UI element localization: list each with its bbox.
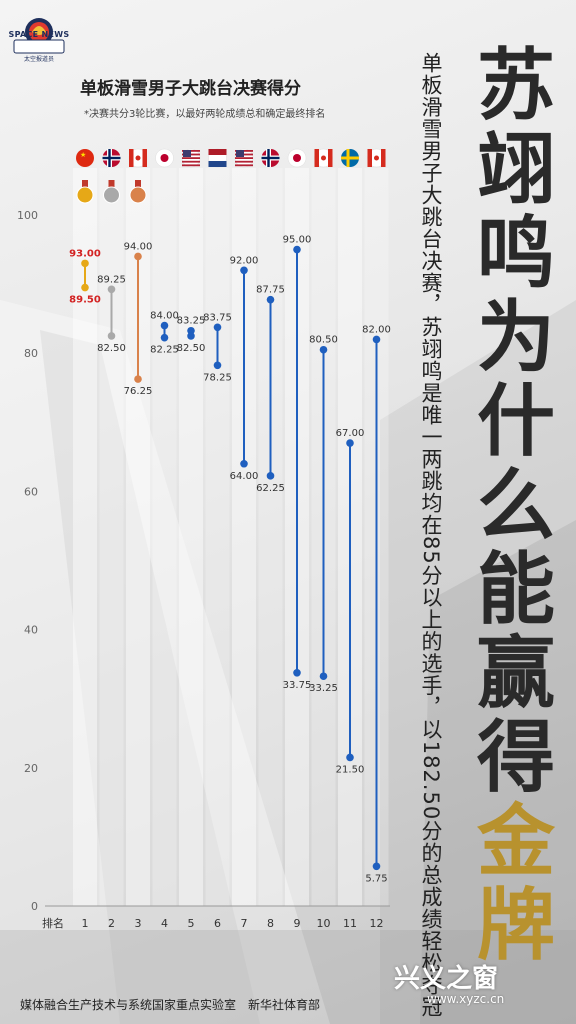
low-score-point [372,862,381,871]
high-score-label: 83.75 [203,312,232,323]
low-score-label: 78.25 [203,372,232,383]
high-score-point [372,335,381,344]
column-band [258,168,283,906]
headline: 苏翊鸣为什么能赢得金牌 [466,44,566,968]
chart-title: 单板滑雪男子大跳台决赛得分 [80,79,301,99]
x-tick-label: 8 [267,917,274,930]
high-score-point [81,259,89,268]
high-score-point [319,345,328,354]
high-score-label: 92.00 [230,255,259,266]
y-tick-label: 80 [24,347,38,360]
low-score-point [293,668,301,677]
high-score-point [240,266,248,275]
watermark-logo: 兴义之窗 [394,964,499,994]
low-score-label: 89.50 [69,295,101,306]
high-score-point [134,252,142,261]
low-score-label: 21.50 [336,764,365,775]
logo-subtext: 太空报道员 [23,56,54,63]
x-tick-label: 12 [370,917,384,930]
space-news-logo [13,18,65,54]
y-tick-label: 100 [17,209,38,222]
low-score-point [134,375,142,383]
gold-medal-icon-ribbon [82,180,88,188]
low-score-label: 33.75 [283,680,312,691]
low-score-point [240,459,248,468]
x-tick-label: 10 [317,917,331,930]
high-score-label: 67.00 [336,428,365,439]
low-score-label: 64.00 [230,471,259,482]
y-tick-label: 40 [24,624,38,637]
high-score-point [266,295,275,304]
high-score-point [160,321,169,330]
high-score-label: 95.00 [283,235,312,246]
low-score-point [319,672,328,681]
low-score-point [346,753,354,762]
high-score-label: 94.00 [124,241,153,252]
low-score-label: 5.75 [365,873,387,884]
high-score-label: 89.25 [97,274,126,285]
column-band [179,168,203,906]
silver-medal-icon-ribbon [108,180,115,188]
y-tick-label: 20 [24,762,38,775]
column-band [205,168,230,906]
x-tick-label: 11 [343,917,357,930]
chart-subtitle: *决赛共分3轮比赛，以最好两轮成绩总和确定最终排名 [84,109,326,120]
headline-main: 苏翊鸣为什么能赢得 [476,40,555,803]
low-score-point [213,361,222,370]
x-tick-label: 7 [241,917,248,930]
high-score-label: 83.25 [177,316,206,327]
x-tick-label: 2 [108,917,115,930]
high-score-point [213,323,222,332]
high-score-point [293,245,301,254]
low-score-point [160,333,169,342]
y-tick-label: 60 [24,485,38,498]
x-tick-label: 6 [214,917,221,930]
low-score-point [107,332,116,340]
low-score-point [266,472,275,480]
x-tick-label: 3 [135,917,142,930]
logo-text: SPACE NEWS [8,30,70,39]
gold-medal-icon [76,186,94,204]
low-score-point [187,332,195,340]
high-score-label: 82.00 [362,324,391,335]
high-score-label: 80.50 [309,335,338,346]
low-score-label: 82.25 [150,345,179,356]
bronze-medal-icon [129,186,147,204]
high-score-point [346,439,354,447]
description-text: 单板滑雪男子大跳台决赛，苏翊鸣是唯一两跳均在85分以上的选手，以182.50分的… [419,52,443,1019]
x-tick-label: 1 [82,917,89,930]
column-band [152,168,177,906]
low-score-label: 82.50 [97,343,126,354]
silver-medal-icon [103,186,120,204]
svg-text:★: ★ [80,151,86,159]
bronze-medal-icon-ribbon [135,180,141,188]
x-tick-label: 5 [188,917,195,930]
headline-gold: 金牌 [476,796,555,971]
x-axis-label: 排名 [42,916,64,930]
x-tick-label: 4 [161,917,168,930]
low-score-label: 33.25 [309,683,338,694]
high-score-label: 87.75 [256,285,285,296]
low-score-label: 76.25 [124,386,153,397]
watermark-url: www.xyzc.cn [427,992,505,1006]
high-score-point [107,285,116,294]
high-score-label: 93.00 [69,248,101,259]
low-score-label: 82.50 [177,343,206,354]
low-score-point [81,283,89,292]
footer-credit: 媒体融合生产技术与系统国家重点实验室 新华社体育部 [20,998,321,1012]
low-score-label: 62.25 [256,483,285,494]
x-tick-label: 9 [294,917,301,930]
high-score-label: 84.00 [150,311,179,322]
y-tick-label: 0 [31,900,38,913]
